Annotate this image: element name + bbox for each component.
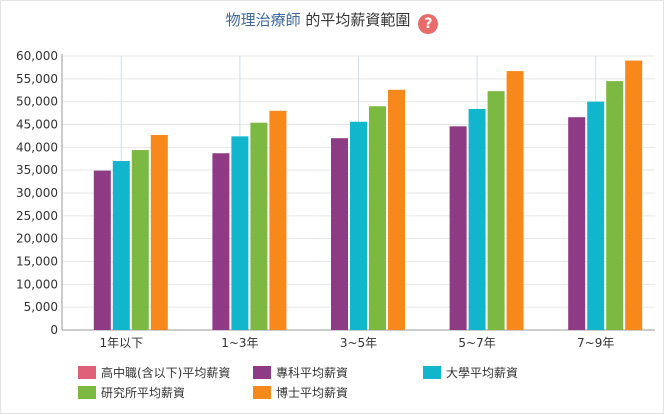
y-tick-label: 55,000 <box>16 72 58 86</box>
bar-5-3 <box>388 89 405 330</box>
legend-item[interactable]: 大學平均薪資 <box>423 364 518 382</box>
y-tick-label: 0 <box>50 323 58 337</box>
bar-5-5 <box>625 60 643 331</box>
legend-swatch <box>78 386 96 399</box>
y-tick-label: 45,000 <box>16 118 58 132</box>
bar-2-2 <box>212 153 230 330</box>
bar-4-1 <box>131 150 149 330</box>
bar-5-1 <box>150 135 168 330</box>
legend-item[interactable]: 博士平均薪資 <box>253 384 348 402</box>
x-tick-label: 5~7年 <box>458 336 495 350</box>
legend-label: 專科平均薪資 <box>276 366 349 380</box>
legend-label: 高中職(含以下)平均薪資 <box>101 366 231 380</box>
x-tick-label: 7~9年 <box>577 336 614 350</box>
bar-2-4 <box>449 126 467 331</box>
y-tick-label: 40,000 <box>16 140 58 154</box>
legend-swatch <box>253 366 271 379</box>
legend-item[interactable]: 高中職(含以下)平均薪資 <box>78 364 230 382</box>
y-tick-label: 60,000 <box>16 49 58 63</box>
legend-label: 博士平均薪資 <box>276 386 349 400</box>
y-tick-label: 20,000 <box>16 232 58 246</box>
y-tick-label: 30,000 <box>16 186 58 200</box>
bar-3-4 <box>468 108 486 331</box>
y-tick-label: 5,000 <box>24 300 58 314</box>
y-tick-label: 35,000 <box>16 163 58 177</box>
bar-2-5 <box>568 117 586 331</box>
legend-label: 研究所平均薪資 <box>101 386 186 400</box>
bar-3-1 <box>112 161 130 330</box>
y-tick-label: 15,000 <box>16 255 58 269</box>
bar-3-3 <box>350 121 367 330</box>
bar-2-3 <box>331 138 348 330</box>
legend-item[interactable]: 研究所平均薪資 <box>78 384 185 402</box>
x-tick-label: 1年以下 <box>99 336 143 350</box>
question-circle-icon[interactable]: ? <box>418 14 439 34</box>
legend-swatch <box>78 366 96 379</box>
y-tick-label: 25,000 <box>16 209 58 223</box>
legend-swatch <box>253 386 271 399</box>
y-tick-label: 10,000 <box>16 277 58 291</box>
x-tick-label: 3~5年 <box>340 336 377 350</box>
bar-5-4 <box>506 71 524 330</box>
legend-label: 大學平均薪資 <box>446 366 519 380</box>
bar-3-5 <box>587 101 605 331</box>
legend-swatch <box>423 366 441 379</box>
legend-item[interactable]: 專科平均薪資 <box>253 364 348 382</box>
chart-title: 物理治療師 的平均薪資範圍? <box>0 9 664 34</box>
bar-5-2 <box>269 110 287 330</box>
bar-4-5 <box>606 81 624 330</box>
bar-4-4 <box>487 91 505 330</box>
bar-4-3 <box>369 106 386 330</box>
y-tick-label: 50,000 <box>16 95 58 109</box>
x-tick-label: 1~3年 <box>221 336 258 350</box>
bar-3-2 <box>231 136 249 330</box>
bar-2-1 <box>93 170 111 330</box>
title-suffix: 的平均薪資範圍 <box>300 11 411 29</box>
job-title-link[interactable]: 物理治療師 <box>225 11 301 29</box>
bar-4-2 <box>250 122 268 330</box>
